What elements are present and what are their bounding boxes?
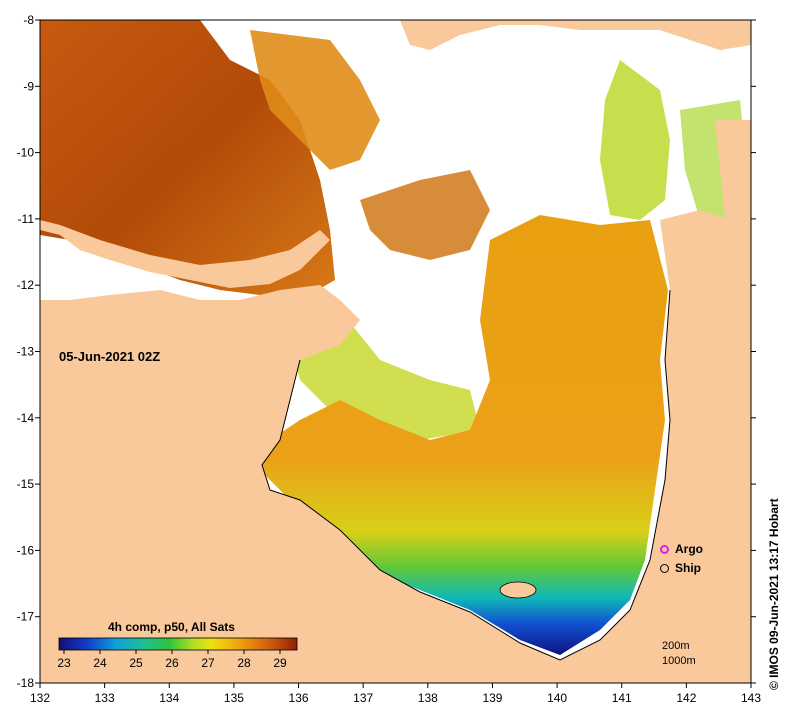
sst-central-patch (360, 170, 490, 260)
lon-tick-label: 134 (159, 691, 179, 705)
lon-tick-label: 133 (95, 691, 115, 705)
legend-ship: Ship (660, 561, 701, 575)
lat-tick-label: -10 (17, 146, 35, 160)
lat-tick-label: -16 (17, 543, 35, 557)
lon-tick-label: 142 (676, 691, 696, 705)
argo-marker-icon (660, 545, 669, 555)
lon-tick-label: 139 (482, 691, 502, 705)
colorbar-tick-label: 24 (93, 656, 107, 670)
colorbar-title: 4h comp, p50, All Sats (108, 620, 235, 634)
land-australia (40, 210, 751, 683)
lon-tick-label: 141 (612, 691, 632, 705)
colorbar-tick-label: 29 (273, 656, 287, 670)
latitude-axis: -8 -9 -10 -11 -12 -13 -14 -15 -16 -17 -18 (17, 13, 756, 690)
coastline-gulf (261, 289, 671, 661)
credit-text: © IMOS 09-Jun-2021 13:17 Hobart (767, 498, 781, 690)
land-new-guinea (400, 20, 751, 50)
lat-tick-label: -11 (18, 212, 35, 226)
lon-tick-label: 136 (289, 691, 309, 705)
lon-tick-label: 132 (30, 691, 50, 705)
legend-argo: Argo (660, 542, 703, 556)
lon-tick-label: 140 (547, 691, 567, 705)
colorbar-tick-label: 23 (57, 656, 71, 670)
sst-northeast-patch (600, 60, 670, 220)
depth-200m: 200m (662, 640, 690, 652)
lon-tick-label: 143 (741, 691, 761, 705)
colorbar-tick-label: 26 (165, 656, 179, 670)
lat-tick-label: -9 (23, 79, 34, 93)
sst-west-warm (40, 20, 335, 300)
land-cape-york (715, 120, 751, 290)
lon-tick-label: 135 (224, 691, 244, 705)
sst-gulf (260, 215, 668, 655)
lat-tick-label: -14 (17, 411, 35, 425)
date-label: 05-Jun-2021 02Z (59, 349, 161, 364)
longitude-axis: 132 133 134 135 136 137 138 139 140 141 142 143 (30, 683, 761, 705)
legend-ship-label: Ship (675, 561, 701, 575)
ship-marker-icon (660, 564, 669, 574)
lat-tick-label: -15 (17, 477, 35, 491)
colorbar-tick-label: 27 (201, 656, 215, 670)
lon-tick-label: 137 (353, 691, 373, 705)
colorbar-tick-label: 25 (129, 656, 143, 670)
lat-tick-label: -12 (17, 278, 35, 292)
depth-1000m: 1000m (662, 655, 696, 667)
land-mornington-island (499, 581, 537, 599)
legend-argo-label: Argo (675, 542, 703, 556)
colorbar: 23 24 25 26 27 28 29 (57, 637, 298, 670)
lat-tick-label: -18 (17, 676, 35, 690)
lon-tick-label: 138 (418, 691, 438, 705)
sst-north-patch (250, 30, 380, 170)
land-coast-north (40, 220, 330, 288)
colorbar-ticks: 23 24 25 26 27 28 29 (57, 650, 287, 670)
lat-tick-label: -8 (23, 13, 34, 27)
map-panel (39, 19, 752, 684)
lat-tick-label: -13 (17, 345, 35, 359)
colorbar-tick-label: 28 (237, 656, 251, 670)
colorbar-bar (58, 637, 298, 651)
lat-tick-label: -17 (17, 610, 35, 624)
